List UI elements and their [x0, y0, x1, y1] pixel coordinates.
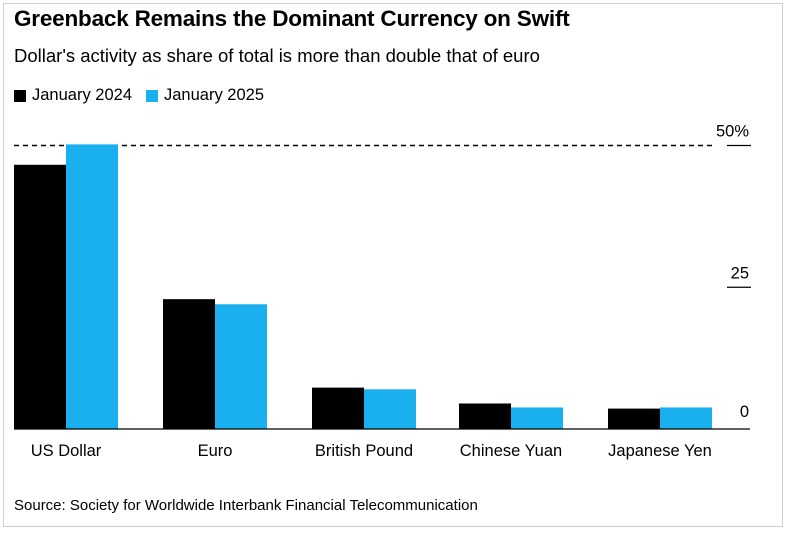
legend-swatch-2024	[14, 89, 26, 102]
bar-chinese-yuan-2024	[459, 403, 511, 429]
legend-swatch-2025	[146, 89, 158, 102]
legend-item-2024: January 2024	[14, 86, 132, 105]
legend: January 2024 January 2025	[14, 86, 278, 105]
chart-frame	[3, 3, 783, 527]
legend-label-2024: January 2024	[32, 86, 132, 104]
bar-us-dollar-2025	[66, 144, 118, 429]
y-tick-label: 25	[731, 264, 749, 282]
bar-british-pound-2025	[364, 389, 416, 429]
x-tick-label: US Dollar	[31, 442, 102, 460]
y-tick-label: 50%	[716, 123, 749, 141]
legend-label-2025: January 2025	[164, 86, 264, 104]
bar-british-pound-2024	[312, 387, 364, 429]
bar-chinese-yuan-2025	[511, 407, 563, 429]
x-tick-label: Chinese Yuan	[460, 442, 562, 460]
bar-us-dollar-2024	[14, 164, 66, 429]
legend-item-2025: January 2025	[146, 86, 264, 105]
y-tick-label: 0	[740, 403, 749, 421]
x-tick-label: Japanese Yen	[608, 442, 712, 460]
chart-title: Greenback Remains the Dominant Currency …	[14, 6, 570, 31]
bar-japanese-yen-2025	[660, 407, 712, 429]
bar-euro-2024	[163, 299, 215, 429]
source-note: Source: Society for Worldwide Interbank …	[14, 497, 478, 514]
x-tick-label: British Pound	[315, 442, 413, 460]
chart-subtitle: Dollar's activity as share of total is m…	[14, 45, 540, 66]
x-tick-label: Euro	[198, 442, 233, 460]
bar-japanese-yen-2024	[608, 408, 660, 429]
bar-euro-2025	[215, 304, 267, 429]
